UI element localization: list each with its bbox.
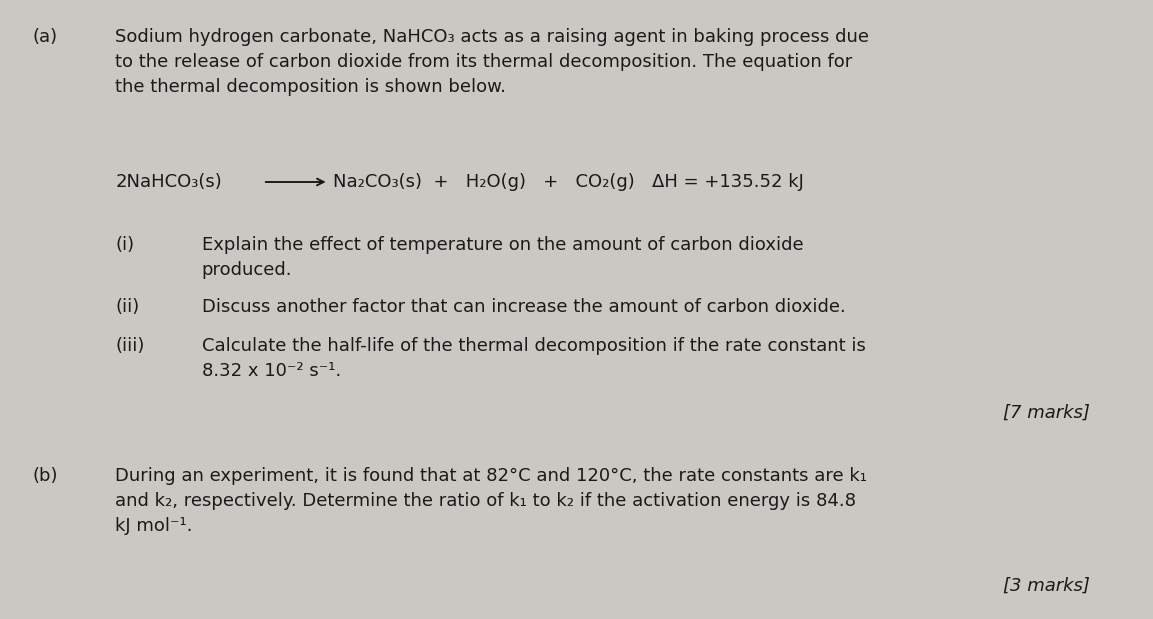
Text: [3 marks]: [3 marks] xyxy=(1003,577,1090,595)
Text: Calculate the half-life of the thermal decomposition if the rate constant is
8.3: Calculate the half-life of the thermal d… xyxy=(202,337,866,379)
Text: (b): (b) xyxy=(32,467,58,485)
Text: Discuss another factor that can increase the amount of carbon dioxide.: Discuss another factor that can increase… xyxy=(202,298,845,316)
Text: [7 marks]: [7 marks] xyxy=(1003,404,1090,422)
Text: (iii): (iii) xyxy=(115,337,144,355)
Text: Na₂CO₃(s)  +   H₂O(g)   +   CO₂(g)   ΔH = +135.52 kJ: Na₂CO₃(s) + H₂O(g) + CO₂(g) ΔH = +135.52… xyxy=(333,173,804,191)
Text: Explain the effect of temperature on the amount of carbon dioxide
produced.: Explain the effect of temperature on the… xyxy=(202,236,804,279)
Text: (a): (a) xyxy=(32,28,58,46)
Text: 2NaHCO₃(s): 2NaHCO₃(s) xyxy=(115,173,223,191)
Text: Sodium hydrogen carbonate, NaHCO₃ acts as a raising agent in baking process due
: Sodium hydrogen carbonate, NaHCO₃ acts a… xyxy=(115,28,869,96)
Text: During an experiment, it is found that at 82°C and 120°C, the rate constants are: During an experiment, it is found that a… xyxy=(115,467,867,535)
Text: (ii): (ii) xyxy=(115,298,140,316)
Text: (i): (i) xyxy=(115,236,135,254)
